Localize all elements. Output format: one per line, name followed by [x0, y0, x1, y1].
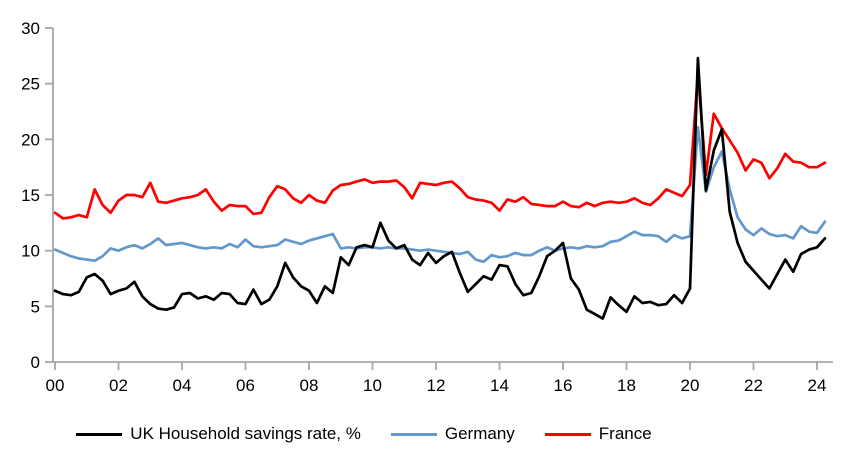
x-tick-label: 10: [363, 376, 382, 395]
x-tick-label: 14: [490, 376, 509, 395]
legend-item-uk-household-savings-rate: UK Household savings rate, %: [76, 424, 361, 444]
legend-label-germany: Germany: [444, 424, 515, 443]
x-tick-label: 06: [236, 376, 255, 395]
x-tick-label: 22: [744, 376, 763, 395]
x-tick-label: 02: [109, 376, 128, 395]
x-tick-label: 24: [808, 376, 827, 395]
legend-line-swatch-france: [544, 432, 591, 436]
legend-line-swatch-germany: [390, 432, 437, 436]
y-tick-label: 30: [21, 19, 40, 38]
y-tick-label: 0: [31, 353, 40, 372]
series-line-germany: [53, 125, 827, 264]
x-tick-label: 04: [173, 376, 192, 395]
legend-line-swatch-uk-household-savings-rate: [76, 432, 123, 436]
chart-legend: UK Household savings rate, % Germany Franc…: [0, 424, 790, 444]
x-tick-label: 08: [300, 376, 319, 395]
legend-item-france: France: [544, 424, 652, 444]
x-tick-label: 12: [427, 376, 446, 395]
y-tick-label: 15: [21, 186, 40, 205]
legend-label-uk-household-savings-rate: UK Household savings rate, %: [130, 424, 361, 443]
x-tick-label: 20: [681, 376, 700, 395]
series-line-france: [53, 71, 827, 220]
y-tick-label: 10: [21, 242, 40, 261]
y-tick-label: 5: [31, 297, 40, 316]
x-tick-label: 18: [617, 376, 636, 395]
y-tick-label: 25: [21, 75, 40, 94]
x-tick-label: 00: [46, 376, 65, 395]
legend-label-france: France: [598, 424, 652, 443]
y-tick-label: 20: [21, 130, 40, 149]
x-tick-label: 16: [554, 376, 573, 395]
series-line-uk-household-savings-rate: [53, 56, 827, 320]
legend-item-germany: Germany: [390, 424, 515, 444]
